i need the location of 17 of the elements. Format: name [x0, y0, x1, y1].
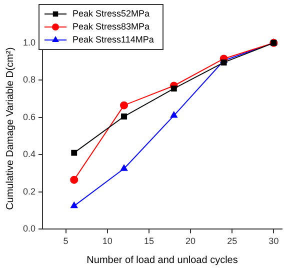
x-tick-label: 15 — [144, 236, 154, 246]
y-axis-title: Cumulative Damage Variable D(cm²) — [4, 47, 16, 210]
x-tick-label: 10 — [102, 236, 112, 246]
legend-label: Peak Stress83MPa — [72, 21, 150, 32]
x-axis-title: Number of load and unload cycles — [86, 254, 238, 266]
y-tick-label: 0.4 — [22, 149, 36, 160]
y-tick-label: 1.0 — [22, 37, 36, 48]
x-tick-label: 30 — [268, 236, 279, 246]
legend-label: Peak Stress114MPa — [72, 34, 154, 44]
y-tick-label: 0.6 — [22, 112, 36, 122]
x-tick-label: 20 — [186, 236, 196, 246]
x-tick-label: 5 — [63, 236, 68, 246]
y-tick-label: 0.8 — [22, 74, 36, 85]
y-tick-label: 0.0 — [22, 224, 36, 234]
x-tick-label: 25 — [227, 236, 238, 246]
y-tick-label: 0.2 — [22, 186, 36, 196]
legend-label: Peak Stress52MPa — [72, 8, 150, 18]
